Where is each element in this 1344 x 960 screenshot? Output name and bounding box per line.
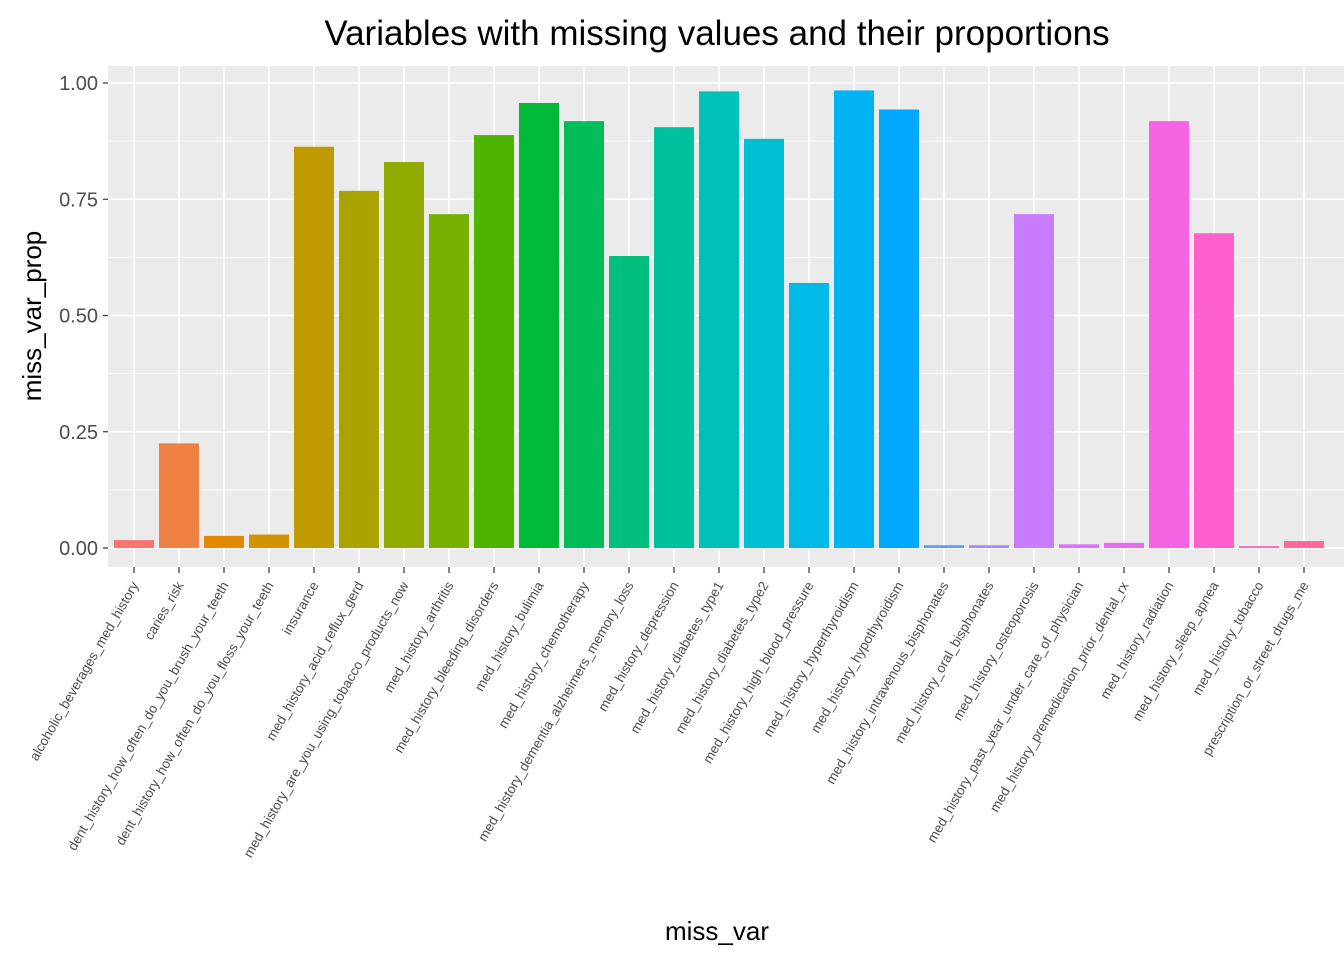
bar	[474, 135, 514, 548]
bar	[1149, 121, 1189, 548]
x-tick-label: med_history_diabetes_type2	[672, 579, 771, 736]
bar	[924, 545, 964, 548]
x-tick-label: med_history_osteoporosis	[950, 579, 1042, 723]
bar	[384, 162, 424, 549]
bar	[789, 282, 829, 548]
bar	[564, 121, 604, 548]
x-axis-title: miss_var	[665, 916, 769, 946]
bar	[744, 138, 784, 549]
y-tick-label: 0.50	[59, 306, 98, 328]
x-tick-label: alcoholic_beverages_med_history	[27, 579, 142, 763]
x-tick-label: caries_risk	[141, 579, 186, 643]
bar	[429, 214, 469, 548]
bar	[1104, 542, 1144, 548]
bar	[1239, 546, 1279, 548]
y-tick-label: 1.00	[59, 73, 98, 95]
y-axis: 0.00 0.25 0.50 0.75 1.00	[59, 73, 108, 560]
x-tick-label: med_history_are_you_using_tobacco_produc…	[241, 579, 412, 860]
x-tick-label: med_history_depression	[595, 579, 682, 714]
x-tick-label: med_history_sleep_apnea	[1129, 579, 1221, 724]
x-tick-label: med_history_hypothyroidism	[808, 579, 907, 735]
bar	[1014, 214, 1054, 548]
y-tick-label: 0.00	[59, 538, 98, 560]
bar	[204, 535, 244, 548]
bar	[834, 90, 874, 548]
bar	[1059, 544, 1099, 548]
bar	[609, 255, 649, 549]
x-tick-label: med_history_chemotherapy	[495, 579, 591, 731]
bar	[969, 545, 1009, 548]
bar	[1194, 233, 1234, 548]
x-tick-label: insurance	[279, 579, 321, 637]
y-axis-title: miss_var_prop	[17, 231, 47, 402]
chart-title: Variables with missing values and their …	[324, 14, 1109, 53]
x-axis: alcoholic_beverages_med_history caries_ri…	[27, 567, 1312, 860]
bar	[159, 443, 199, 548]
bar	[114, 540, 154, 548]
bar	[654, 127, 694, 549]
x-tick-label: med_history_diabetes_type1	[627, 579, 726, 736]
x-tick-label: dent_history_how_often_do_you_brush_your…	[65, 579, 232, 853]
y-tick-label: 0.25	[59, 422, 98, 444]
bar	[879, 109, 919, 548]
bar	[519, 102, 559, 549]
bar	[1284, 541, 1324, 548]
bars	[114, 90, 1324, 549]
bar	[249, 534, 289, 548]
bar	[294, 146, 334, 548]
y-tick-label: 0.75	[59, 189, 98, 211]
bar	[339, 190, 379, 548]
bar	[699, 91, 739, 549]
